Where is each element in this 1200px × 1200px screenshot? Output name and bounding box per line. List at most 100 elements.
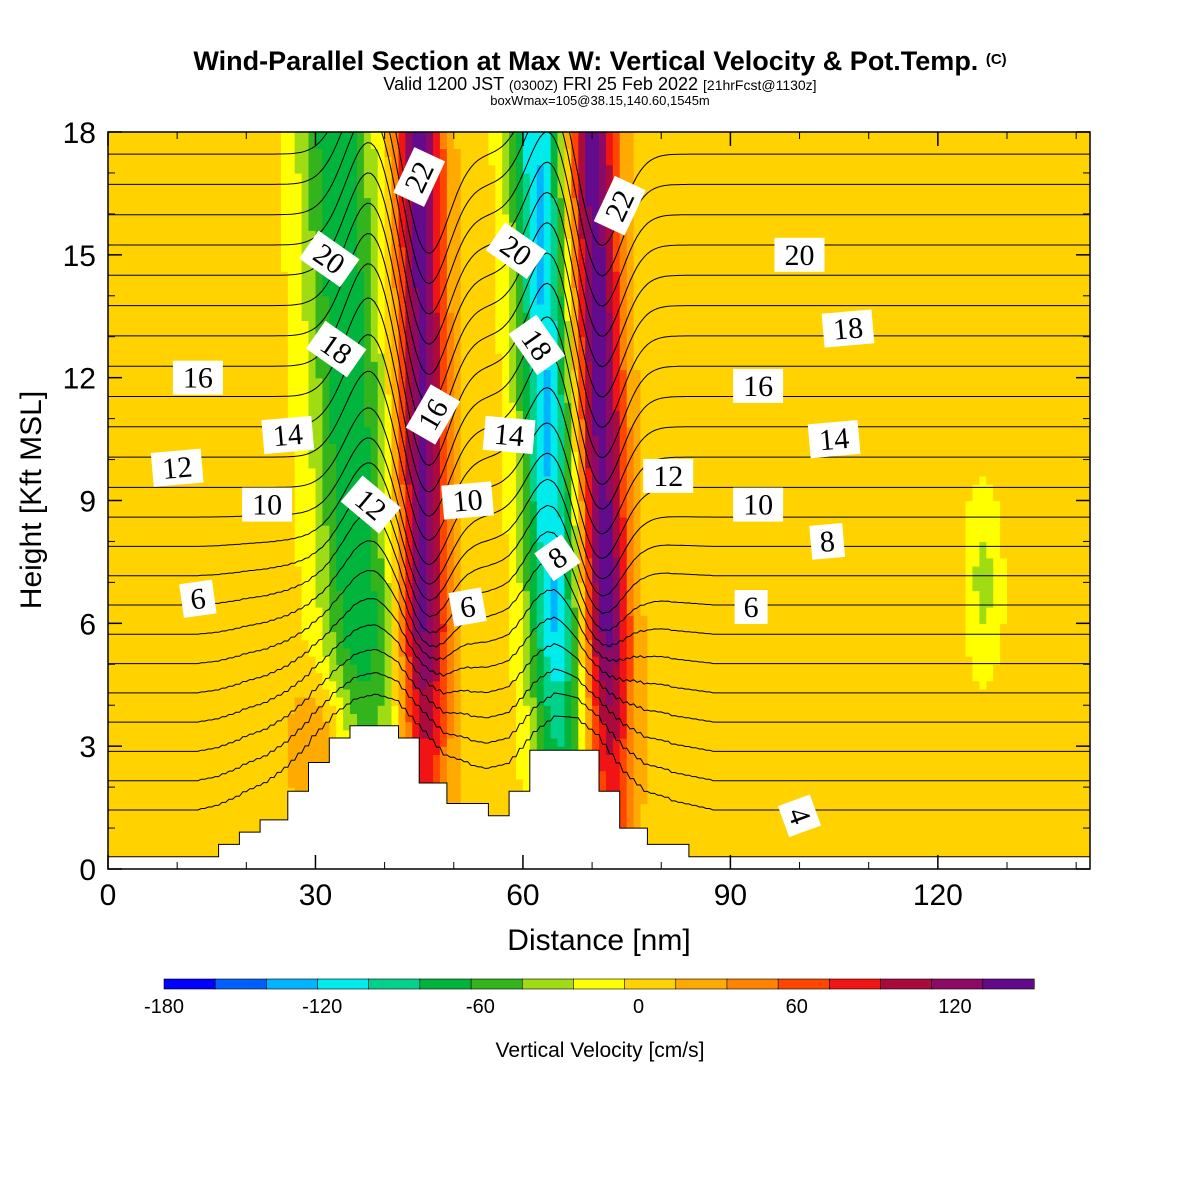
heatmap-cell — [585, 222, 593, 231]
heatmap-cell — [578, 238, 586, 248]
heatmap-cell — [564, 394, 572, 403]
heatmap-cell — [509, 148, 517, 158]
heatmap-cell — [412, 738, 441, 747]
heatmap-cell — [357, 246, 372, 256]
heatmap-cell — [453, 132, 489, 141]
heatmap-cell — [585, 402, 593, 411]
heatmap-cell — [509, 656, 524, 665]
heatmap-cell — [550, 435, 559, 444]
heatmap-cell — [391, 172, 399, 182]
heatmap-cell — [543, 467, 552, 477]
heatmap-cell — [564, 320, 572, 330]
heatmap-cell — [578, 197, 586, 207]
heatmap-cell — [391, 516, 399, 526]
heatmap-cell — [398, 672, 406, 682]
heatmap-cell — [557, 132, 565, 141]
heatmap-cell — [626, 647, 635, 657]
plot-area: 6101214161820121622610141820822126101620… — [108, 132, 1090, 869]
heatmap-cell — [529, 189, 538, 199]
x-tick-label: 120 — [913, 879, 963, 912]
heatmap-cell — [398, 148, 406, 158]
heatmap-cell — [578, 631, 586, 641]
heatmap-cell — [564, 164, 572, 174]
heatmap-cell — [363, 394, 379, 403]
heatmap-cell — [391, 557, 399, 567]
heatmap-cell — [488, 140, 503, 149]
heatmap-cell — [377, 230, 386, 240]
heatmap-cell — [363, 164, 379, 174]
heatmap-cell — [287, 320, 310, 330]
heatmap-cell — [571, 295, 579, 305]
heatmap-cell — [516, 574, 524, 583]
heatmap-cell — [640, 844, 1090, 854]
heatmap-cell — [439, 549, 448, 559]
heatmap-cell — [405, 353, 413, 362]
heatmap-cell — [522, 295, 531, 305]
heatmap-cell — [412, 361, 420, 371]
heatmap-cell — [419, 336, 427, 346]
heatmap-cell — [550, 172, 559, 182]
heatmap-cell — [543, 680, 565, 690]
heatmap-cell — [599, 615, 614, 624]
heatmap-cell — [550, 385, 559, 395]
heatmap-cell — [578, 607, 586, 616]
heatmap-cell — [370, 328, 379, 338]
heatmap-cell — [605, 475, 614, 485]
heatmap-cell — [605, 238, 614, 248]
heatmap-cell — [350, 656, 372, 665]
heatmap-cell — [529, 607, 538, 616]
heatmap-cell — [1000, 647, 1090, 657]
heatmap-cell — [363, 328, 372, 338]
heatmap-cell — [315, 361, 330, 371]
heatmap-cell — [439, 721, 448, 731]
heatmap-cell — [578, 729, 586, 739]
heatmap-cell — [405, 361, 413, 371]
heatmap-cell — [433, 533, 441, 543]
heatmap-cell — [398, 639, 406, 649]
heatmap-cell — [460, 475, 503, 485]
heatmap-cell — [433, 263, 441, 272]
heatmap-cell — [599, 516, 614, 526]
heatmap-cell — [412, 295, 420, 305]
heatmap-cell — [516, 451, 524, 461]
heatmap-cell — [308, 189, 323, 199]
heatmap-cell — [412, 721, 420, 731]
heatmap-cell — [557, 484, 565, 493]
heatmap-cell — [557, 312, 565, 321]
heatmap-cell — [522, 385, 531, 395]
heatmap-cell — [363, 189, 379, 199]
heatmap-cell — [377, 631, 386, 641]
heatmap-cell — [529, 467, 538, 477]
heatmap-cell — [972, 574, 994, 583]
heatmap-cell — [550, 156, 559, 166]
heatmap-cell — [315, 295, 330, 305]
heatmap-cell — [446, 664, 455, 674]
heatmap-cell — [446, 746, 462, 755]
heatmap-cell — [453, 410, 462, 420]
heatmap-cell — [1007, 574, 1090, 583]
heatmap-cell — [405, 246, 413, 256]
heatmap-cell — [336, 680, 344, 690]
heatmap-cell — [446, 680, 455, 690]
heatmap-cell — [433, 623, 441, 633]
heatmap-cell — [384, 467, 393, 477]
heatmap-cell — [315, 533, 330, 543]
heatmap-cell — [619, 410, 628, 420]
theta-label-box — [733, 368, 784, 403]
heatmap-cell — [536, 205, 545, 215]
heatmap-cell — [571, 574, 579, 583]
heatmap-cell — [460, 590, 510, 600]
heatmap-cell — [419, 664, 434, 674]
heatmap-cell — [294, 156, 310, 166]
heatmap-cell — [633, 459, 642, 469]
heatmap-cell — [405, 148, 413, 158]
heatmap-cell — [585, 230, 593, 240]
heatmap-cell — [419, 566, 427, 575]
heatmap-cell — [626, 721, 635, 731]
heatmap-cell — [633, 484, 642, 493]
heatmap-cell — [578, 566, 586, 575]
heatmap-cell — [433, 770, 441, 780]
heatmap-cell — [1007, 615, 1090, 624]
heatmap-cell — [619, 680, 628, 690]
heatmap-cell — [516, 271, 524, 280]
